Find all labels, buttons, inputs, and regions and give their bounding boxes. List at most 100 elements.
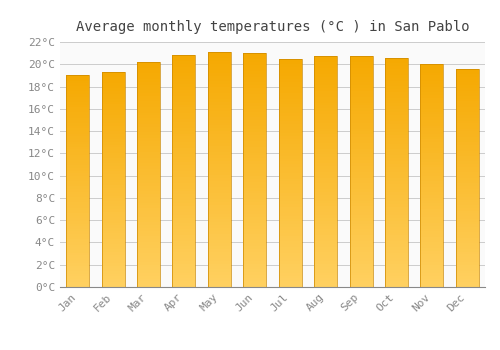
Bar	[137, 231, 160, 233]
Bar	[102, 180, 124, 182]
Bar	[278, 193, 301, 196]
Bar	[137, 225, 160, 228]
Bar	[385, 195, 408, 198]
Bar	[420, 86, 444, 89]
Bar	[208, 169, 231, 173]
Bar	[102, 204, 124, 206]
Bar	[314, 128, 337, 131]
Bar	[102, 166, 124, 169]
Bar	[172, 229, 196, 232]
Bar	[102, 118, 124, 120]
Bar	[66, 91, 89, 94]
Bar	[385, 267, 408, 270]
Bar	[137, 102, 160, 104]
Bar	[314, 120, 337, 123]
Bar	[208, 90, 231, 93]
Bar	[244, 267, 266, 270]
Bar	[278, 144, 301, 147]
Bar	[456, 186, 479, 189]
Bar	[244, 164, 266, 167]
Bar	[314, 183, 337, 186]
Bar	[385, 256, 408, 258]
Bar	[350, 281, 372, 284]
Bar	[350, 270, 372, 273]
Bar	[66, 123, 89, 126]
Bar	[208, 137, 231, 140]
Bar	[278, 213, 301, 216]
Bar	[350, 143, 372, 146]
Bar	[278, 281, 301, 284]
Bar	[385, 250, 408, 253]
Bar	[102, 126, 124, 128]
Bar	[385, 135, 408, 138]
Bar	[244, 88, 266, 91]
Bar	[244, 77, 266, 79]
Bar	[102, 85, 124, 88]
Bar	[278, 258, 301, 261]
Bar	[278, 102, 301, 104]
Bar	[420, 164, 444, 167]
Bar	[278, 210, 301, 213]
Bar	[350, 77, 372, 79]
Bar	[66, 126, 89, 128]
Bar	[420, 276, 444, 279]
Bar	[208, 64, 231, 67]
Bar	[350, 152, 372, 154]
Bar	[66, 208, 89, 210]
Bar	[172, 232, 196, 235]
Bar	[208, 260, 231, 264]
Bar	[350, 117, 372, 120]
Bar	[420, 145, 444, 148]
Bar	[420, 190, 444, 193]
Bar	[66, 282, 89, 284]
Bar	[278, 164, 301, 167]
Bar	[314, 235, 337, 238]
Bar	[314, 229, 337, 232]
Bar	[385, 218, 408, 221]
Bar	[385, 244, 408, 247]
Bar	[208, 134, 231, 137]
Bar	[102, 142, 124, 145]
Bar	[137, 144, 160, 146]
Bar	[172, 67, 196, 70]
Bar	[172, 107, 196, 110]
Bar	[350, 97, 372, 100]
Bar	[385, 78, 408, 80]
Bar	[314, 232, 337, 235]
Bar	[314, 169, 337, 172]
Bar	[278, 221, 301, 224]
Bar	[456, 132, 479, 134]
Bar	[172, 151, 196, 154]
Bar	[420, 281, 444, 284]
Bar	[456, 129, 479, 132]
Bar	[420, 64, 444, 287]
Bar	[102, 136, 124, 139]
Bar	[350, 158, 372, 160]
Bar	[278, 181, 301, 184]
Bar	[385, 100, 408, 104]
Bar	[137, 200, 160, 203]
Bar	[66, 94, 89, 97]
Bar	[172, 252, 196, 255]
Bar	[278, 119, 301, 121]
Bar	[420, 231, 444, 234]
Bar	[350, 198, 372, 201]
Bar	[456, 175, 479, 178]
Bar	[137, 233, 160, 236]
Bar	[350, 68, 372, 71]
Bar	[420, 223, 444, 226]
Bar	[137, 279, 160, 281]
Bar	[66, 107, 89, 110]
Bar	[244, 246, 266, 249]
Bar	[456, 260, 479, 262]
Bar	[420, 136, 444, 139]
Bar	[208, 76, 231, 78]
Bar	[137, 217, 160, 219]
Bar	[314, 226, 337, 229]
Bar	[350, 166, 372, 169]
Bar	[278, 253, 301, 256]
Bar	[244, 211, 266, 214]
Bar	[350, 275, 372, 278]
Bar	[102, 102, 124, 104]
Bar	[456, 93, 479, 96]
